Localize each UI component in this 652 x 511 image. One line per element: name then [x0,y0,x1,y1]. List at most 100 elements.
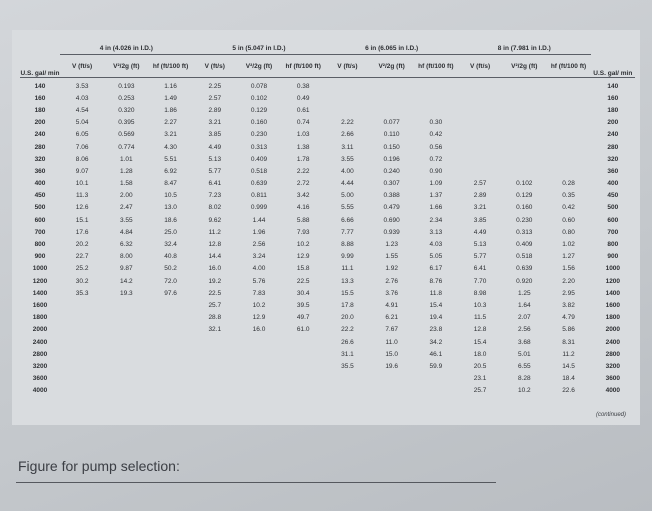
cell [148,336,192,348]
cell: 34.2 [429,338,443,346]
cell: 0.479 [383,204,400,212]
cell: 5.04 [75,119,89,127]
cell: 1.09 [429,180,443,188]
cell: 14.4 [208,253,222,261]
cell: 10.2 [296,241,310,249]
cell: 7.93 [296,228,310,236]
cell: 7.77 [341,228,354,236]
cell: 0.42 [429,131,443,139]
gpm-cell: 1200 [32,277,48,285]
cell: 5.77 [208,167,222,175]
gpm-cell: 2000 [32,326,48,334]
cell [458,153,502,165]
cell: 61.0 [296,326,310,334]
gpm-cell: 240 [607,131,619,139]
table-row: 160 4.03 0.253 1.49 2.57 0.102 0.49 160 [20,92,635,104]
cell: 1.49 [164,94,177,102]
gpm-cell: 320 [607,155,619,163]
cell: 8.98 [473,289,487,297]
table-row: 1000 25.2 9.87 50.2 16.0 4.00 15.8 11.1 1.92 6.17… [20,263,635,275]
cell: 1.56 [562,265,575,273]
cell: 12.8 [473,326,487,334]
cell: 2.76 [385,277,398,285]
cell: 1.86 [164,106,177,114]
group-header: 4 in (4.026 in I.D.) [60,42,193,55]
cell: 17.6 [75,228,89,236]
cell: 25.2 [75,265,89,273]
cell: 1.66 [429,204,443,212]
cell: 4.54 [75,106,89,114]
cell [104,336,148,348]
cell: 2.89 [473,192,487,200]
cell: 4.49 [473,228,487,236]
cell [193,348,237,360]
cell: 11.3 [76,192,89,200]
group-header: 8 in (7.981 in I.D.) [457,42,591,55]
gpm-cell: 140 [34,82,46,90]
cell: 6.66 [341,216,354,224]
cell: 7.23 [208,192,222,200]
gpm-cell: 1600 [605,301,621,309]
cell: 0.60 [562,216,575,224]
table-row: 180 4.54 0.320 1.86 2.89 0.129 0.61 180 [20,104,635,116]
cell: 0.518 [516,253,533,261]
cell [458,92,502,104]
table-sheet: U.S. gal/ min 4 in (4.026 in I.D.) 5 in (5… [12,30,640,425]
cell: 1.78 [296,155,310,163]
sub-header: V (ft/s) [325,54,370,78]
cell: 0.240 [383,167,400,175]
table-row: 700 17.6 4.84 25.0 11.2 1.96 7.93 7.77 0.939 3.13… [20,226,635,238]
cell [60,385,104,397]
gpm-cell: 320 [34,155,46,163]
cell: 1.03 [296,131,310,139]
cell: 4.91 [385,301,398,309]
cell [60,299,104,311]
sub-header: V²/2g (ft) [236,54,282,78]
cell [104,299,148,311]
cell [104,348,148,360]
cell: 19.2 [208,277,222,285]
cell [193,373,237,385]
cell [193,360,237,372]
cell [281,348,325,360]
cell: 15.4 [429,301,443,309]
gpm-cell: 180 [34,106,46,114]
gpm-cell: 500 [607,204,619,212]
cell [502,117,546,129]
cell [104,312,148,324]
gpm-cell: 160 [607,94,619,102]
cell: 11.0 [385,338,398,346]
gpm-cell: 3200 [32,362,48,370]
cell: 4.00 [341,167,354,175]
cell [193,336,237,348]
gpm-cell: 2800 [32,350,48,358]
cell: 30.2 [75,277,89,285]
cell: 9.07 [75,167,89,175]
gpm-cell: 3600 [32,375,48,383]
cell: 35.5 [341,362,354,370]
cell [281,360,325,372]
cell [325,385,369,397]
cell: 0.313 [516,228,533,236]
gpm-cell: 280 [34,143,46,151]
cell: 15.4 [473,338,487,346]
cell: 2.95 [562,289,575,297]
cell: 11.1 [341,265,354,273]
cell: 12.6 [75,204,89,212]
cell [60,324,104,336]
cell: 1.23 [385,241,398,249]
cell: 0.150 [383,143,400,151]
cell: 72.0 [164,277,177,285]
cell: 6.41 [473,265,487,273]
cell: 2.89 [208,106,222,114]
cell: 0.639 [250,180,268,188]
cell: 25.7 [473,387,487,395]
cell: 1.25 [517,289,531,297]
cell: 20.0 [341,314,354,322]
cell [104,360,148,372]
cell: 11.5 [473,314,487,322]
cell: 19.6 [385,362,398,370]
cell: 0.160 [250,119,268,127]
cell: 5.55 [341,204,354,212]
group-header-row: U.S. gal/ min 4 in (4.026 in I.D.) 5 in (5… [20,42,635,78]
